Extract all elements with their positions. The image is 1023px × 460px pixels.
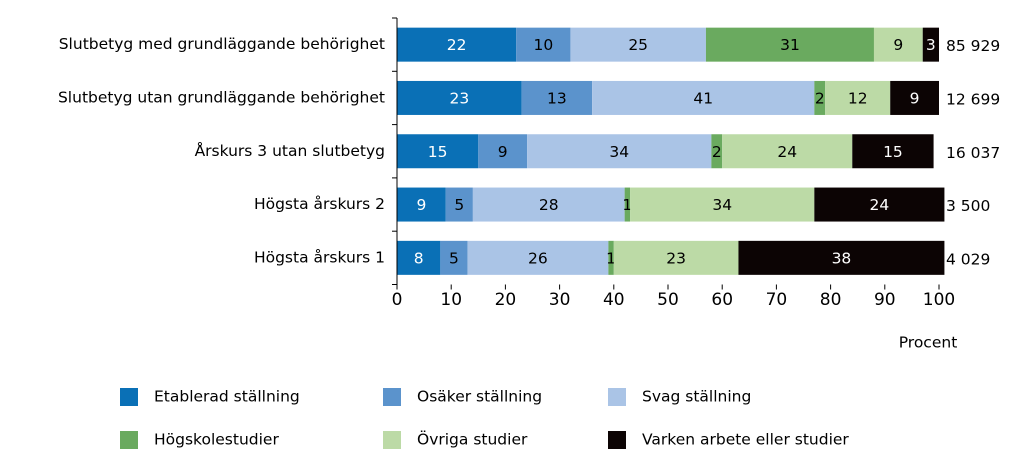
category-label: Högsta årskurs 2 <box>254 195 385 213</box>
bar-segment <box>516 27 571 62</box>
bar-segment <box>397 240 441 275</box>
value-label: 41 <box>693 89 713 107</box>
bar-segment <box>630 187 815 222</box>
row-total-label: 4 029 <box>946 250 990 268</box>
bar-segment <box>472 187 625 222</box>
row-total-label: 3 500 <box>946 197 990 215</box>
category-label: Slutbetyg utan grundläggande behörighet <box>58 88 385 106</box>
x-tick-label: 100 <box>923 290 955 310</box>
value-label: 3 <box>926 36 936 54</box>
x-tick-label: 50 <box>657 290 679 310</box>
bar-segment <box>570 27 706 62</box>
bar-segment <box>814 187 945 222</box>
x-tick-label: 10 <box>440 290 462 310</box>
bar-segment <box>613 240 739 275</box>
value-label: 9 <box>416 196 426 214</box>
value-label: 5 <box>449 249 459 267</box>
bar-segment <box>705 27 874 62</box>
bar-segment <box>592 80 815 115</box>
bar-segment <box>397 27 517 62</box>
x-tick-label: 70 <box>766 290 788 310</box>
x-tick-label: 0 <box>392 290 403 310</box>
value-label: 9 <box>910 89 920 107</box>
bar-segment <box>825 80 891 115</box>
bar-segment <box>397 80 522 115</box>
bar-segment <box>467 240 609 275</box>
value-label: 9 <box>498 143 508 161</box>
bar-segment <box>397 187 446 222</box>
value-label: 5 <box>454 196 464 214</box>
bar-segment <box>521 80 593 115</box>
bar-segment <box>440 240 468 275</box>
x-tick-label: 90 <box>874 290 896 310</box>
category-label: Slutbetyg med grundläggande behörighet <box>59 35 385 53</box>
value-label: 25 <box>628 36 648 54</box>
value-label: 23 <box>666 249 686 267</box>
value-label: 26 <box>528 249 548 267</box>
value-label: 9 <box>893 36 903 54</box>
value-label: 34 <box>712 196 732 214</box>
value-label: 13 <box>547 89 567 107</box>
x-tick-label: 60 <box>711 290 733 310</box>
value-label: 22 <box>447 36 467 54</box>
bar-segment <box>890 80 939 115</box>
category-label: Årskurs 3 utan slutbetyg <box>195 141 385 160</box>
value-label: 1 <box>622 196 632 214</box>
bar-segment <box>722 134 853 169</box>
value-label: 24 <box>777 143 797 161</box>
value-label: 2 <box>815 89 825 107</box>
legend-swatch <box>383 431 401 449</box>
legend-label: Svag ställning <box>642 388 751 406</box>
value-label: 10 <box>533 36 553 54</box>
bar-segment <box>814 80 826 115</box>
value-label: 24 <box>870 196 890 214</box>
legend-swatch <box>608 388 626 406</box>
bar-segment <box>608 240 614 275</box>
value-label: 2 <box>712 143 722 161</box>
x-axis-label: Procent <box>899 334 958 352</box>
legend-swatch <box>120 388 138 406</box>
legend-label: Etablerad ställning <box>154 388 300 406</box>
value-label: 15 <box>883 143 903 161</box>
bar-segment <box>873 27 923 62</box>
legend-swatch <box>120 431 138 449</box>
legend-label: Osäker ställning <box>417 388 542 406</box>
value-label: 8 <box>414 249 424 267</box>
value-label: 23 <box>449 89 469 107</box>
x-tick-label: 40 <box>603 290 625 310</box>
bar-segment <box>922 27 939 62</box>
value-label: 34 <box>609 143 629 161</box>
row-total-label: 16 037 <box>946 144 1000 162</box>
legend-label: Högskolestudier <box>154 431 279 449</box>
legend-swatch <box>383 388 401 406</box>
value-label: 12 <box>848 89 868 107</box>
x-tick-label: 30 <box>549 290 571 310</box>
value-label: 31 <box>780 36 800 54</box>
row-total-label: 12 699 <box>946 90 1000 108</box>
value-label: 1 <box>606 249 616 267</box>
legend-swatch <box>608 431 626 449</box>
x-tick-label: 20 <box>495 290 517 310</box>
value-label: 28 <box>539 196 559 214</box>
legend-label: Övriga studier <box>417 430 528 449</box>
row-total-label: 85 929 <box>946 37 1000 55</box>
category-label: Högsta årskurs 1 <box>254 248 385 266</box>
bar-segment <box>852 134 934 169</box>
bar-segment <box>624 187 631 222</box>
bar-segment <box>445 187 473 222</box>
legend-label: Varken arbete eller studier <box>642 431 849 449</box>
x-tick-label: 80 <box>820 290 842 310</box>
bar-segment <box>711 134 723 169</box>
bar-segment <box>478 134 528 169</box>
value-label: 15 <box>428 143 448 161</box>
value-label: 38 <box>832 249 852 267</box>
bar-segment <box>397 134 479 169</box>
bar-segment <box>527 134 712 169</box>
bar-segment <box>738 240 945 275</box>
